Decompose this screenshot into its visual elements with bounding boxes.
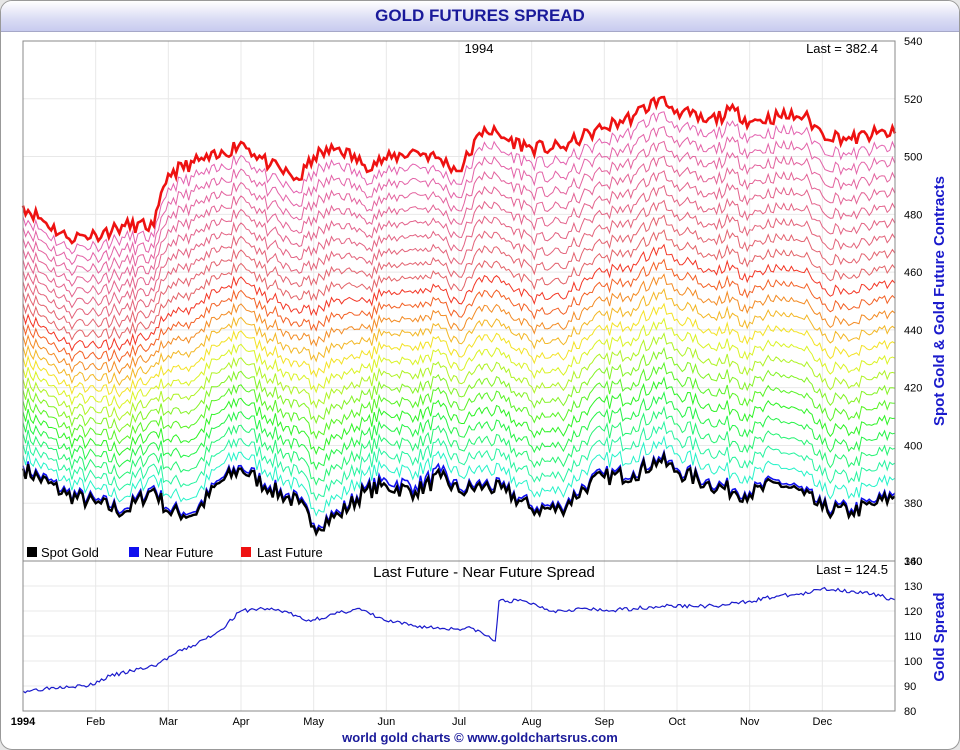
future-contract-line (22, 435, 896, 517)
main-y-tick-label: 540 (904, 36, 922, 48)
legend-label-near-future: Near Future (144, 545, 213, 560)
x-tick-label-month: Oct (668, 716, 685, 728)
future-contract-line (22, 287, 896, 387)
main-chart-year: 1994 (465, 41, 494, 56)
chart-title: GOLD FUTURES SPREAD (375, 6, 585, 25)
x-tick-label-month: Jun (377, 716, 395, 728)
x-tick-label-month: Aug (522, 716, 542, 728)
spread-y-tick-label: 140 (904, 556, 922, 568)
spread-y-tick-label: 90 (904, 681, 916, 693)
future-contract-line (22, 273, 896, 375)
x-tick-label-month: Apr (232, 716, 249, 728)
main-series-layer (21, 95, 897, 537)
future-contract-line (22, 214, 896, 331)
spread-y-tick-label: 120 (904, 606, 922, 618)
x-tick-label-month: Mar (159, 716, 178, 728)
future-contract-line (22, 376, 896, 456)
future-contract-line (22, 258, 896, 363)
legend-label-last-future: Last Future (257, 545, 323, 560)
legend-swatch-last-future (241, 547, 251, 557)
x-tick-label-month: Sep (595, 716, 615, 728)
main-y-tick-label: 520 (904, 94, 922, 106)
grid-layer (23, 41, 895, 711)
future-contract-line (22, 332, 896, 422)
spread-last-value: Last = 124.5 (816, 562, 888, 577)
spot-gold-line (21, 450, 896, 537)
future-contract-line (22, 199, 896, 320)
x-tick-label-month: May (303, 716, 324, 728)
main-y-tick-label: 480 (904, 209, 922, 221)
main-y-tick-label: 440 (904, 325, 922, 337)
future-contract-line (22, 125, 896, 266)
title-bar: GOLD FUTURES SPREAD (1, 1, 959, 32)
future-contract-line (22, 170, 896, 298)
main-y-tick-label: 460 (904, 267, 922, 279)
future-contract-line (22, 390, 896, 471)
main-last-value: Last = 382.4 (806, 41, 878, 56)
spread-y-axis-label: Gold Spread (931, 592, 948, 681)
main-y-tick-label: 380 (904, 498, 922, 510)
spread-y-tick-label: 100 (904, 656, 922, 668)
spread-chart-title: Last Future - Near Future Spread (373, 564, 595, 581)
spread-y-tick-label: 130 (904, 581, 922, 593)
spread-y-tick-label: 110 (904, 631, 922, 643)
future-contract-line (22, 140, 896, 277)
main-y-tick-label: 400 (904, 440, 922, 452)
legend-swatch-spot-gold (27, 547, 37, 557)
spread-series-layer (22, 586, 896, 694)
future-contract-line (22, 317, 896, 410)
future-contract-line (22, 405, 896, 486)
future-contract-line (22, 229, 896, 341)
legend-label-spot-gold: Spot Gold (41, 545, 99, 560)
last-future-line (21, 95, 897, 245)
future-contract-line (22, 184, 896, 309)
future-contracts-layer (22, 111, 896, 517)
future-contract-line (22, 155, 896, 287)
x-tick-label-month: Feb (86, 716, 105, 728)
future-contract-line (22, 420, 896, 502)
spread-y-tick-label: 80 (904, 706, 916, 718)
future-contract-line (22, 302, 896, 398)
x-tick-label-month: Nov (740, 716, 760, 728)
legend: Spot Gold Near Future Last Future (27, 545, 323, 560)
main-y-tick-label: 420 (904, 383, 922, 395)
legend-swatch-near-future (129, 547, 139, 557)
x-tick-label-month: Jul (452, 716, 466, 728)
spread-plot-border (22, 560, 896, 712)
spread-line (22, 586, 896, 694)
future-contract-line (22, 346, 896, 433)
future-contract-line (22, 243, 896, 352)
future-contract-line (22, 361, 896, 445)
main-y-tick-label: 360 (904, 556, 922, 568)
footer-credit: world gold charts © www.goldchartsrus.co… (342, 730, 618, 745)
axis-layer: 360 380 400 420 440 460 480 500 520 540 80 90 100 110… (11, 36, 923, 728)
main-y-tick-label: 500 (904, 152, 922, 164)
future-contract-line (22, 111, 896, 255)
main-y-axis-label: Spot Gold & Gold Future Contracts (931, 176, 948, 426)
x-tick-label-year: 1994 (11, 716, 36, 728)
x-tick-label-month: Dec (813, 716, 833, 728)
